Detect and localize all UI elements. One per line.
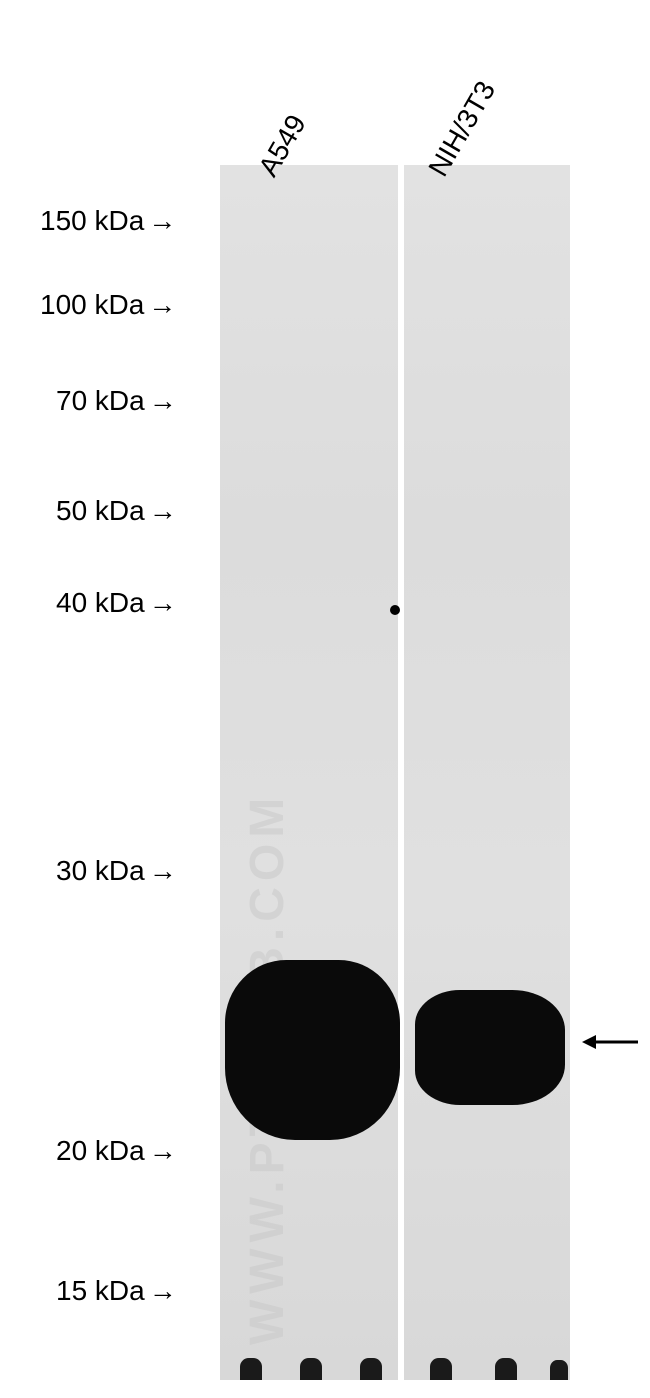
marker-70: 70 kDa→ — [56, 385, 177, 417]
marker-50: 50 kDa→ — [56, 495, 177, 527]
artifact-spot — [390, 605, 400, 615]
marker-text: 50 kDa — [56, 495, 145, 526]
marker-text: 30 kDa — [56, 855, 145, 886]
lane-divider — [398, 165, 404, 1380]
arrow-right-icon: → — [149, 587, 177, 619]
marker-20: 20 kDa→ — [56, 1135, 177, 1167]
western-blot-figure: WWW.PTGLAB.COM A549 NIH/3T3 150 kDa→ 100… — [0, 0, 650, 1398]
bottom-streak — [300, 1358, 322, 1380]
arrow-left-icon — [580, 1030, 640, 1054]
arrow-right-icon: → — [149, 855, 177, 887]
marker-text: 15 kDa — [56, 1275, 145, 1306]
blot-membrane: WWW.PTGLAB.COM — [220, 165, 570, 1380]
arrow-right-icon: → — [148, 289, 176, 321]
marker-text: 100 kDa — [40, 289, 144, 320]
marker-40: 40 kDa→ — [56, 587, 177, 619]
marker-text: 70 kDa — [56, 385, 145, 416]
marker-text: 20 kDa — [56, 1135, 145, 1166]
marker-text: 150 kDa — [40, 205, 144, 236]
marker-15: 15 kDa→ — [56, 1275, 177, 1307]
marker-30: 30 kDa→ — [56, 855, 177, 887]
arrow-right-icon: → — [148, 205, 176, 237]
band-indicator-arrow — [580, 1030, 640, 1059]
marker-150: 150 kDa→ — [40, 205, 176, 237]
bottom-streak — [495, 1358, 517, 1380]
band-lane-1 — [415, 990, 565, 1105]
marker-text: 40 kDa — [56, 587, 145, 618]
bottom-streak — [240, 1358, 262, 1380]
membrane-shading — [220, 165, 570, 1380]
arrow-right-icon: → — [149, 385, 177, 417]
arrow-right-icon: → — [149, 1275, 177, 1307]
arrow-right-icon: → — [149, 495, 177, 527]
band-lane-0 — [225, 960, 400, 1140]
bottom-streak — [550, 1360, 568, 1380]
arrow-right-icon: → — [149, 1135, 177, 1167]
marker-100: 100 kDa→ — [40, 289, 176, 321]
bottom-streak — [430, 1358, 452, 1380]
bottom-streak — [360, 1358, 382, 1380]
